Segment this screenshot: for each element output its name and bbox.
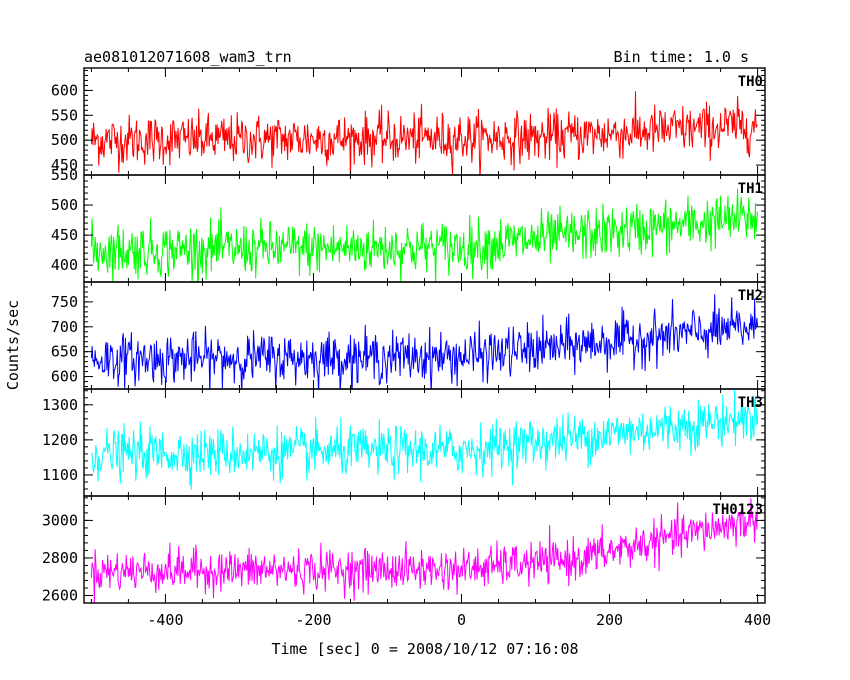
y-tick-label: 700 [51,318,78,336]
panel-label-th0: TH0 [738,74,763,90]
x-tick-label: 200 [596,611,623,629]
x-tick-label: 400 [744,611,771,629]
y-tick-label: 400 [51,256,78,274]
y-tick-label: 550 [51,106,78,124]
series-line-th0123 [90,498,759,603]
panel-label-th1: TH1 [738,181,763,197]
panels-group: 450 500 550 600 TH0 400 450 500 550 TH1 600 650 700 7… [42,67,766,604]
series-line-th3 [90,389,759,490]
panel-th3: 1100 1200 1300 TH3 [42,388,766,497]
y-tick-label: 450 [51,226,78,244]
x-axis: -400 -200 0 200 400 [147,611,771,629]
y-tick-label: 600 [51,81,78,99]
x-tick-label: -200 [295,611,331,629]
y-tick-label: 1300 [42,396,78,414]
y-tick-label: 750 [51,293,78,311]
y-tick-label: 550 [51,166,78,184]
panel-th2: 600 650 700 750 TH2 [51,281,766,390]
y-tick-label: 1200 [42,431,78,449]
panel-label-th3: TH3 [738,395,763,411]
panel-th0123: 2600 2800 3000 TH0123 [42,495,766,604]
y-tick-label: 500 [51,131,78,149]
x-tick-label: 0 [457,611,466,629]
panel-label-th0123: TH0123 [712,502,763,518]
y-tick-label: 600 [51,368,78,386]
y-tick-label: 650 [51,343,78,361]
y-tick-label: 3000 [42,511,78,529]
x-axis-label: Time [sec] 0 = 2008/10/12 07:16:08 [271,640,578,658]
bin-time-label: Bin time: 1.0 s [614,48,749,66]
chart-title: ae081012071608_wam3_trn [84,48,292,66]
y-tick-label: 2800 [42,549,78,567]
series-line-th2 [90,294,759,389]
panel-th0: 450 500 550 600 TH0 [51,67,766,176]
y-tick-label: 2600 [42,586,78,604]
series-line-th0 [90,91,759,175]
y-axis-label: Counts/sec [4,300,22,390]
y-tick-label: 1100 [42,466,78,484]
y-tick-label: 450 [51,156,78,174]
series-line-th1 [90,188,759,282]
panel-label-th2: TH2 [738,288,763,304]
panel-th1: 400 450 500 550 TH1 [51,166,766,283]
panel-frame [83,388,766,497]
x-tick-label: -400 [147,611,183,629]
y-tick-label: 500 [51,196,78,214]
panel-frame [83,495,766,604]
